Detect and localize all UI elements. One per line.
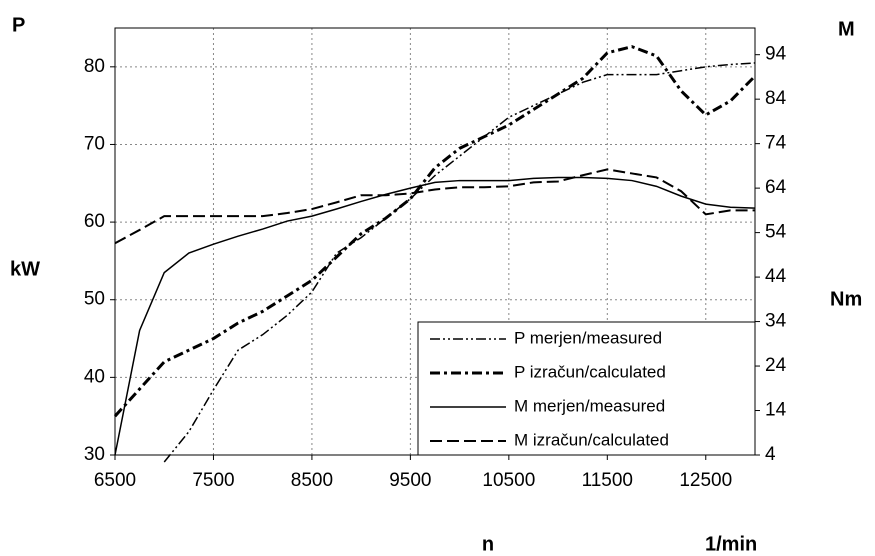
y-tick-label: 70 (84, 133, 105, 154)
y2-axis-top-label: M (838, 18, 855, 40)
y-tick-label: 30 (84, 444, 105, 465)
legend-label: M izračun/calculated (514, 430, 669, 449)
y-axis-top-label: P (12, 14, 25, 36)
series-line (114, 176, 756, 456)
legend-label: P izračun/calculated (514, 362, 666, 381)
series-line (114, 168, 755, 245)
x-tick-label: 12500 (679, 470, 732, 491)
y2-tick-label: 94 (765, 44, 787, 65)
y-tick-label: 40 (84, 366, 105, 387)
y2-tick-label: 24 (765, 355, 787, 376)
y2-tick-label: 14 (765, 400, 787, 421)
y2-tick-label: 34 (765, 311, 787, 332)
y2-axis-label: Nm (830, 288, 862, 310)
x-axis-label: n (482, 533, 494, 555)
legend-label: P merjen/measured (514, 328, 662, 347)
x-tick-label: 9500 (389, 470, 431, 491)
x-tick-label: 7500 (192, 470, 234, 491)
y2-tick-label: 84 (765, 88, 787, 109)
legend-box (417, 321, 756, 456)
y2-tick-label: 74 (765, 133, 787, 154)
x-axis-unit: 1/min (705, 533, 757, 555)
y-axis-label: kW (10, 258, 40, 280)
y-tick-label: 50 (84, 289, 105, 310)
x-tick-label: 6500 (94, 470, 136, 491)
series-line (163, 62, 756, 463)
y2-tick-label: 64 (765, 177, 787, 198)
y-tick-label: 80 (84, 56, 105, 77)
x-tick-label: 10500 (482, 470, 535, 491)
y2-tick-label: 54 (765, 222, 787, 243)
y2-tick-label: 44 (765, 266, 787, 287)
y2-tick-label: 4 (765, 444, 776, 465)
legend-label: M merjen/measured (514, 396, 665, 415)
x-tick-label: 11500 (582, 470, 633, 491)
y-tick-label: 60 (84, 211, 105, 232)
x-tick-label: 8500 (291, 470, 333, 491)
